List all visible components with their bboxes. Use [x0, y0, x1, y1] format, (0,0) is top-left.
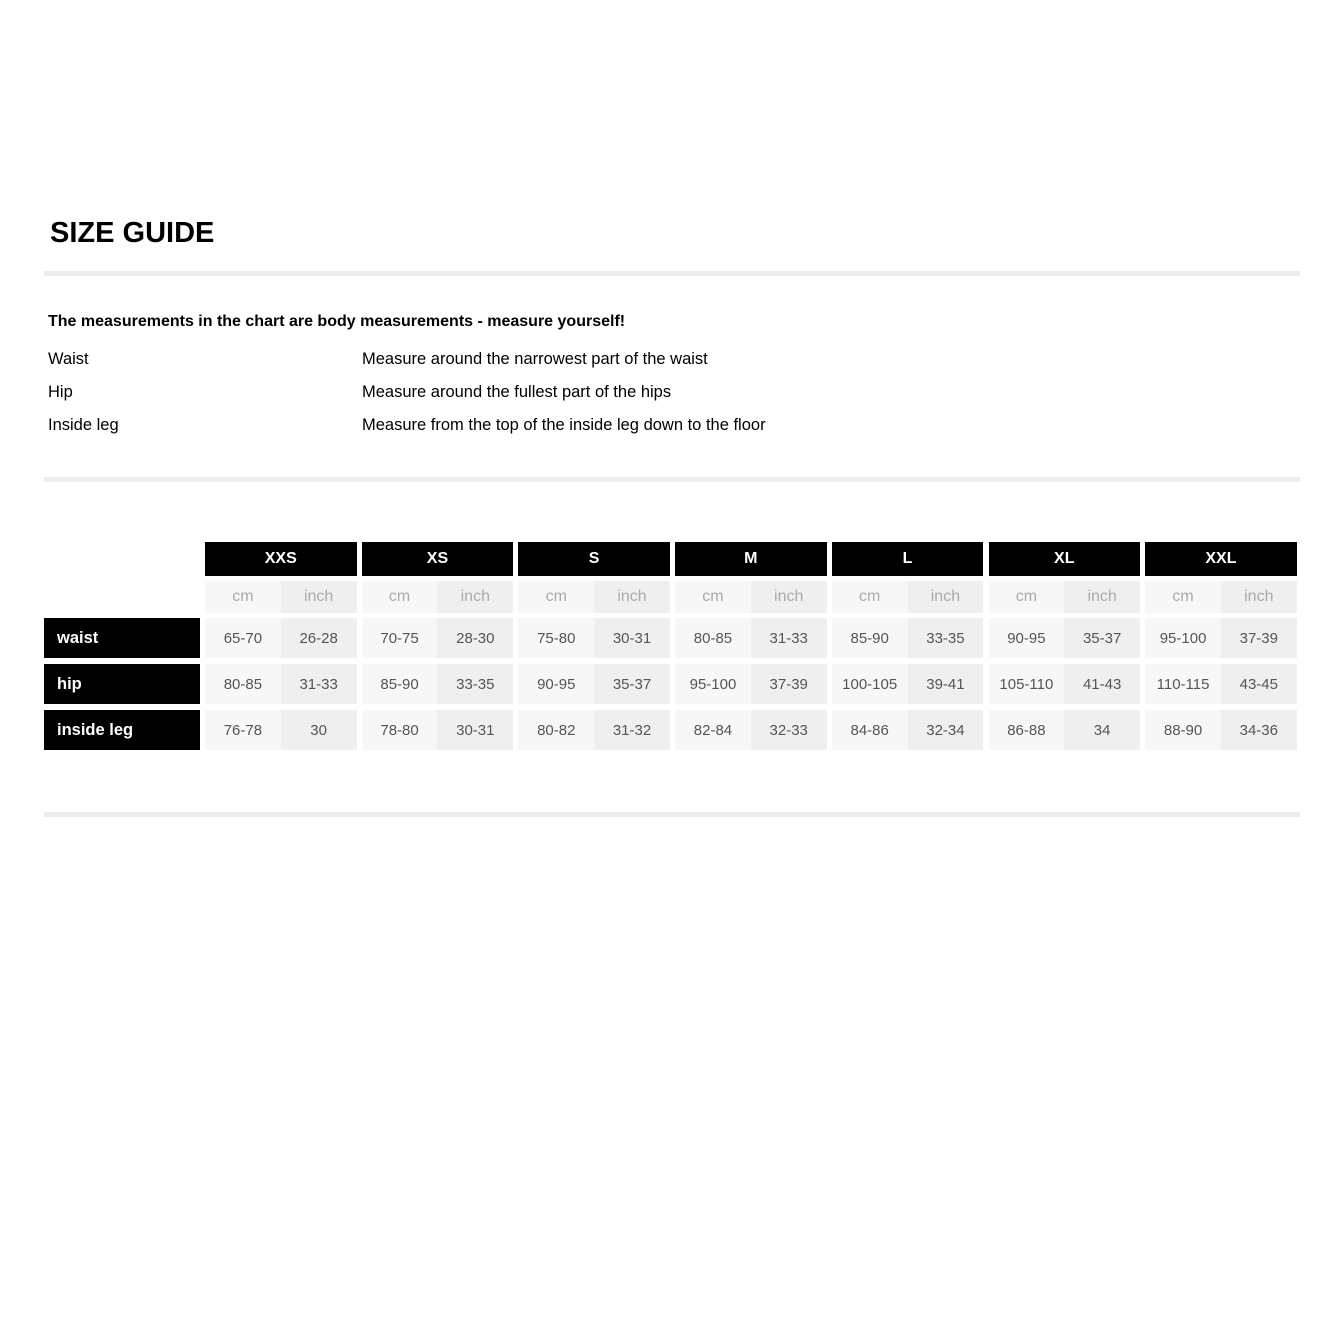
value-inch: 43-45 — [1220, 664, 1297, 704]
value-cm: 95-100 — [1145, 618, 1221, 658]
value-inch: 31-32 — [594, 710, 670, 750]
unit-header-cm: cm — [988, 581, 1065, 613]
value-cm: 86-88 — [988, 710, 1065, 750]
measurement-name: Inside leg — [48, 416, 119, 434]
row-label: waist — [44, 618, 200, 658]
value-cm: 105-110 — [988, 664, 1065, 704]
divider — [44, 271, 1300, 276]
measurement-description: Measure around the fullest part of the h… — [362, 383, 672, 401]
page-title: SIZE GUIDE — [50, 217, 215, 249]
value-cm: 100-105 — [831, 664, 908, 704]
value-cm: 76-78 — [205, 710, 281, 750]
value-inch: 28-30 — [437, 618, 514, 658]
value-cm: 95-100 — [675, 664, 751, 704]
value-inch: 41-43 — [1064, 664, 1140, 704]
size-header: L — [831, 542, 984, 576]
measurement-description: Measure from the top of the inside leg d… — [362, 416, 766, 434]
value-cm: 80-85 — [675, 618, 751, 658]
value-cm: 88-90 — [1145, 710, 1221, 750]
measurement-name: Hip — [48, 383, 73, 401]
row-label: inside leg — [44, 710, 200, 750]
unit-header-cm: cm — [518, 581, 595, 613]
row-label: hip — [44, 664, 200, 704]
value-inch: 30-31 — [594, 618, 670, 658]
value-cm: 85-90 — [361, 664, 438, 704]
value-cm: 70-75 — [361, 618, 438, 658]
value-inch: 31-33 — [750, 618, 827, 658]
value-inch: 34 — [1064, 710, 1140, 750]
value-cm: 84-86 — [831, 710, 908, 750]
value-inch: 32-33 — [750, 710, 827, 750]
unit-header-cm: cm — [675, 581, 751, 613]
unit-header-inch: inch — [594, 581, 670, 613]
measurement-row: Waist Measure around the narrowest part o… — [48, 350, 708, 369]
size-header: S — [518, 542, 670, 576]
value-cm: 90-95 — [988, 618, 1065, 658]
size-header: XXL — [1145, 542, 1297, 576]
measurement-name: Waist — [48, 350, 89, 368]
value-inch: 35-37 — [594, 664, 670, 704]
unit-header-inch: inch — [907, 581, 984, 613]
intro-text: The measurements in the chart are body m… — [48, 313, 626, 330]
measurement-description: Measure around the narrowest part of the… — [362, 350, 708, 368]
size-header: XS — [361, 542, 514, 576]
unit-header-inch: inch — [437, 581, 514, 613]
divider — [44, 812, 1300, 817]
value-cm: 110-115 — [1145, 664, 1221, 704]
value-inch: 30-31 — [437, 710, 514, 750]
value-cm: 85-90 — [831, 618, 908, 658]
unit-header-cm: cm — [831, 581, 908, 613]
value-cm: 82-84 — [675, 710, 751, 750]
size-header: XXS — [205, 542, 357, 576]
value-cm: 75-80 — [518, 618, 595, 658]
value-inch: 35-37 — [1064, 618, 1140, 658]
value-cm: 78-80 — [361, 710, 438, 750]
measurement-row: Inside leg Measure from the top of the in… — [48, 416, 766, 435]
unit-header-inch: inch — [1064, 581, 1140, 613]
value-inch: 37-39 — [1220, 618, 1297, 658]
unit-header-inch: inch — [280, 581, 357, 613]
value-inch: 33-35 — [437, 664, 514, 704]
value-inch: 33-35 — [907, 618, 984, 658]
value-inch: 31-33 — [280, 664, 357, 704]
unit-header-inch: inch — [1220, 581, 1297, 613]
value-inch: 26-28 — [280, 618, 357, 658]
value-cm: 65-70 — [205, 618, 281, 658]
value-cm: 80-85 — [205, 664, 281, 704]
value-inch: 30 — [280, 710, 357, 750]
unit-header-cm: cm — [361, 581, 438, 613]
size-header: M — [675, 542, 827, 576]
divider — [44, 477, 1300, 482]
unit-header-cm: cm — [1145, 581, 1221, 613]
unit-header-inch: inch — [750, 581, 827, 613]
size-header: XL — [988, 542, 1140, 576]
unit-header-cm: cm — [205, 581, 281, 613]
value-cm: 80-82 — [518, 710, 595, 750]
value-cm: 90-95 — [518, 664, 595, 704]
value-inch: 39-41 — [907, 664, 984, 704]
measurement-row: Hip Measure around the fullest part of th… — [48, 383, 671, 402]
value-inch: 37-39 — [750, 664, 827, 704]
value-inch: 34-36 — [1220, 710, 1297, 750]
value-inch: 32-34 — [907, 710, 984, 750]
